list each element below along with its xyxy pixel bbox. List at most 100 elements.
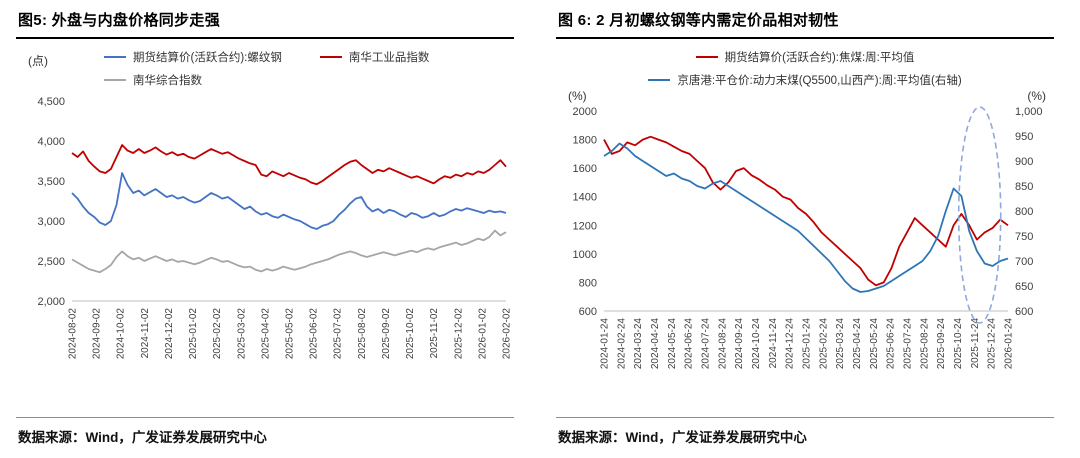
legend-line-icon (695, 56, 718, 58)
svg-text:900: 900 (1015, 156, 1033, 168)
legend-item-thermal-coal-port-price: 京唐港:平仓价:动力末煤(Q5500,山西产):周:平均值(右轴) (648, 72, 962, 88)
figure5-y-axis-unit-label: (点) (28, 54, 48, 68)
svg-text:2024-10-02: 2024-10-02 (116, 308, 127, 360)
svg-text:600: 600 (1015, 306, 1033, 318)
svg-text:1,000: 1,000 (1015, 106, 1043, 118)
svg-text:2026-01-24: 2026-01-24 (1004, 318, 1015, 370)
svg-text:700: 700 (1015, 256, 1033, 268)
svg-text:600: 600 (579, 306, 597, 318)
legend-item-nanhua-composite-index: 南华综合指数 (104, 72, 202, 88)
svg-text:4,500: 4,500 (37, 96, 65, 108)
legend-label: 南华工业品指数 (348, 52, 430, 64)
svg-text:2025-10-02: 2025-10-02 (405, 308, 416, 360)
legend-line-icon (319, 56, 342, 58)
svg-text:2025-07-24: 2025-07-24 (903, 318, 914, 370)
svg-text:2024-11-24: 2024-11-24 (768, 318, 779, 369)
svg-text:2025-12-02: 2025-12-02 (453, 308, 464, 360)
svg-text:1600: 1600 (573, 163, 597, 175)
figure6-left-axis-unit-label: (%) (568, 89, 587, 103)
svg-text:2000: 2000 (573, 106, 597, 118)
svg-text:2025-11-02: 2025-11-02 (429, 308, 440, 359)
legend-line-icon (104, 56, 126, 58)
svg-text:2025-04-02: 2025-04-02 (260, 308, 271, 360)
legend-label: 期货结算价(活跃合约):焦煤:周:平均值 (724, 52, 915, 64)
svg-text:2024-04-24: 2024-04-24 (650, 318, 661, 370)
svg-text:2024-08-02: 2024-08-02 (68, 308, 79, 360)
figure5-legend-area: (点) 期货结算价(活跃合约):螺纹钢 南华工业品指数 南华综合指数 (16, 39, 514, 95)
svg-text:2024-08-24: 2024-08-24 (717, 318, 728, 370)
svg-text:2025-02-24: 2025-02-24 (818, 318, 829, 370)
legend-label: 京唐港:平仓价:动力末煤(Q5500,山西产):周:平均值(右轴) (677, 75, 962, 87)
figure6-legend-area: 期货结算价(活跃合约):焦煤:周:平均值 京唐港:平仓价:动力末煤(Q5500,… (556, 39, 1054, 89)
svg-text:2025-04-24: 2025-04-24 (852, 318, 863, 370)
svg-text:2025-09-02: 2025-09-02 (381, 308, 392, 360)
svg-text:2024-11-02: 2024-11-02 (140, 308, 151, 359)
svg-text:750: 750 (1015, 231, 1033, 243)
svg-text:2024-06-24: 2024-06-24 (684, 318, 695, 370)
svg-text:1200: 1200 (573, 220, 597, 232)
svg-text:650: 650 (1015, 281, 1033, 293)
legend-row: 京唐港:平仓价:动力末煤(Q5500,山西产):周:平均值(右轴) (556, 72, 1054, 88)
svg-text:4,000: 4,000 (37, 136, 65, 148)
figure5-line-chart: 2,000 2,500 3,000 3,500 4,000 4,500 2024-08-02… (37, 96, 513, 360)
svg-text:2025-12-24: 2025-12-24 (987, 318, 998, 370)
figure6-title: 图 6: 2 月初螺纹钢等内需定价品相对韧性 (556, 6, 1054, 39)
svg-text:2024-12-02: 2024-12-02 (164, 308, 175, 360)
svg-text:2024-01-24: 2024-01-24 (600, 318, 611, 370)
svg-text:2,500: 2,500 (37, 256, 65, 268)
legend-row: 南华综合指数 (104, 72, 514, 88)
legend-line-icon (648, 79, 671, 81)
figure5-source-note: 数据来源：Wind，广发证券发展研究中心 (16, 417, 514, 458)
svg-text:2025-06-02: 2025-06-02 (309, 308, 320, 360)
svg-text:2024-09-24: 2024-09-24 (734, 318, 745, 370)
svg-text:2024-12-24: 2024-12-24 (785, 318, 796, 370)
svg-text:2024-03-24: 2024-03-24 (633, 318, 644, 370)
svg-text:2025-03-24: 2025-03-24 (835, 318, 846, 370)
legend-row: 期货结算价(活跃合约):焦煤:周:平均值 (556, 49, 1054, 65)
legend-label: 南华综合指数 (133, 75, 202, 87)
svg-text:3,000: 3,000 (37, 216, 65, 228)
figure6-legend: 期货结算价(活跃合约):焦煤:周:平均值 京唐港:平仓价:动力末煤(Q5500,… (556, 49, 1054, 88)
svg-text:2024-05-24: 2024-05-24 (667, 318, 678, 370)
svg-text:2025-02-02: 2025-02-02 (212, 308, 223, 360)
svg-text:2025-09-24: 2025-09-24 (936, 318, 947, 370)
svg-text:2024-10-24: 2024-10-24 (751, 318, 762, 370)
figure6-right-axis-unit-label: (%) (1027, 89, 1046, 103)
svg-text:2026-02-02: 2026-02-02 (502, 308, 513, 360)
legend-item-nanhua-industrial-index: 南华工业品指数 (319, 49, 430, 65)
svg-text:2025-01-02: 2025-01-02 (188, 308, 199, 360)
svg-text:2025-05-02: 2025-05-02 (285, 308, 296, 360)
legend-row: 期货结算价(活跃合约):螺纹钢 南华工业品指数 (104, 49, 514, 65)
figure6-axis-units-row: (%) (%) (556, 89, 1054, 105)
svg-text:2025-08-24: 2025-08-24 (919, 318, 930, 370)
svg-text:2025-03-02: 2025-03-02 (236, 308, 247, 360)
figure6-source-note: 数据来源：Wind，广发证券发展研究中心 (556, 417, 1054, 458)
legend-label: 期货结算价(活跃合约):螺纹钢 (133, 52, 282, 64)
svg-text:1000: 1000 (573, 249, 597, 261)
legend-item-rebar-futures: 期货结算价(活跃合约):螺纹钢 (104, 49, 282, 65)
svg-text:2025-10-24: 2025-10-24 (953, 318, 964, 370)
svg-text:2024-02-24: 2024-02-24 (616, 318, 627, 370)
svg-text:850: 850 (1015, 181, 1033, 193)
figure6-line-chart: 600 800 1000 1200 1400 1600 1800 2000 600 650 700 7… (573, 106, 1043, 370)
svg-text:2,000: 2,000 (37, 296, 65, 308)
svg-text:2025-05-24: 2025-05-24 (869, 318, 880, 370)
svg-text:2025-11-24: 2025-11-24 (970, 318, 981, 369)
figure5-title: 图5: 外盘与内盘价格同步走强 (16, 6, 514, 39)
svg-text:1800: 1800 (573, 135, 597, 147)
svg-text:950: 950 (1015, 131, 1033, 143)
svg-text:2024-09-02: 2024-09-02 (92, 308, 103, 360)
svg-text:2025-01-24: 2025-01-24 (802, 318, 813, 370)
svg-text:800: 800 (579, 277, 597, 289)
svg-text:2025-06-24: 2025-06-24 (886, 318, 897, 370)
svg-text:3,500: 3,500 (37, 176, 65, 188)
svg-text:2026-01-02: 2026-01-02 (477, 308, 488, 360)
figure5-legend: 期货结算价(活跃合约):螺纹钢 南华工业品指数 南华综合指数 (104, 49, 514, 88)
legend-line-icon (104, 79, 126, 81)
legend-item-coking-coal-futures: 期货结算价(活跃合约):焦煤:周:平均值 (695, 49, 915, 65)
svg-text:2024-07-24: 2024-07-24 (701, 318, 712, 370)
figure6-panel: 图 6: 2 月初螺纹钢等内需定价品相对韧性 期货结算价(活跃合约):焦煤:周:… (540, 6, 1080, 458)
svg-text:2025-07-02: 2025-07-02 (333, 308, 344, 360)
svg-text:800: 800 (1015, 206, 1033, 218)
